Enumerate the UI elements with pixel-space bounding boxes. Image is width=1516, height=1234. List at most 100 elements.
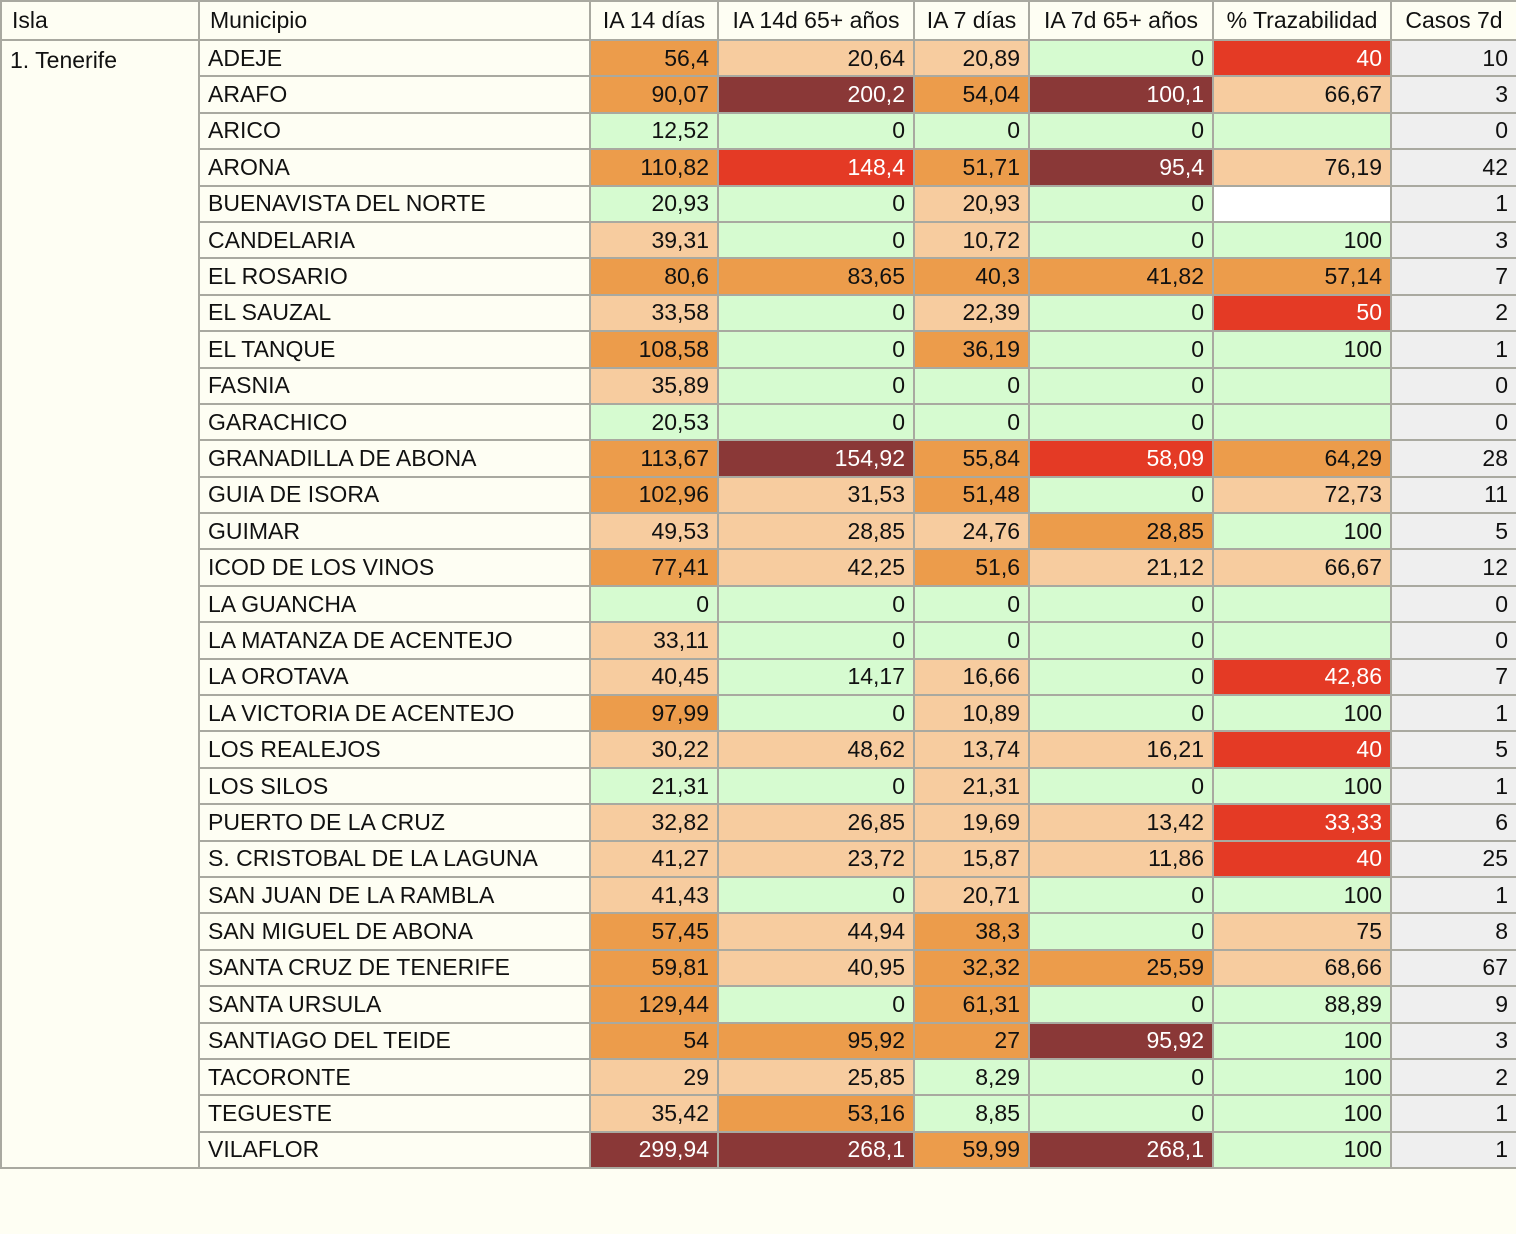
cell-ia-7-dias[interactable]: 22,39 (913, 293, 1030, 333)
cell-municipio[interactable]: EL TANQUE (198, 330, 591, 369)
cell-trazabilidad[interactable] (1212, 621, 1392, 660)
cell-ia-14-dias[interactable]: 90,07 (589, 75, 719, 114)
cell-trazabilidad[interactable] (1212, 111, 1392, 151)
header-ia-7d-65[interactable]: IA 7d 65+ años (1028, 0, 1214, 41)
cell-casos-7d[interactable]: 0 (1390, 621, 1516, 660)
cell-ia-7d-65[interactable]: 58,09 (1028, 439, 1214, 478)
cell-ia-7d-65[interactable]: 0 (1028, 184, 1214, 223)
cell-municipio[interactable]: LA GUANCHA (198, 584, 591, 624)
cell-casos-7d[interactable]: 42 (1390, 148, 1516, 187)
cell-ia-14-dias[interactable]: 33,11 (589, 621, 719, 660)
cell-ia-7-dias[interactable]: 59,99 (913, 1130, 1030, 1170)
cell-ia-7-dias[interactable]: 20,71 (913, 875, 1030, 915)
header-ia-14-dias[interactable]: IA 14 días (589, 0, 719, 41)
cell-ia-7-dias[interactable]: 0 (913, 111, 1030, 151)
cell-ia-14-dias[interactable]: 77,41 (589, 548, 719, 587)
cell-ia-14d-65[interactable]: 48,62 (717, 730, 915, 769)
cell-ia-14-dias[interactable]: 113,67 (589, 439, 719, 478)
cell-casos-7d[interactable]: 28 (1390, 439, 1516, 478)
cell-municipio[interactable]: TACORONTE (198, 1057, 591, 1097)
cell-ia-7d-65[interactable]: 0 (1028, 912, 1214, 951)
cell-ia-14-dias[interactable]: 29 (589, 1057, 719, 1097)
cell-casos-7d[interactable]: 1 (1390, 766, 1516, 806)
cell-municipio[interactable]: SAN MIGUEL DE ABONA (198, 912, 591, 951)
cell-trazabilidad[interactable]: 64,29 (1212, 439, 1392, 478)
cell-ia-14d-65[interactable]: 23,72 (717, 839, 915, 878)
cell-ia-7-dias[interactable]: 16,66 (913, 657, 1030, 697)
cell-ia-14d-65[interactable]: 0 (717, 220, 915, 260)
cell-casos-7d[interactable]: 0 (1390, 111, 1516, 151)
cell-casos-7d[interactable]: 1 (1390, 694, 1516, 733)
cell-ia-7-dias[interactable]: 21,31 (913, 766, 1030, 806)
cell-ia-7d-65[interactable]: 13,42 (1028, 803, 1214, 842)
cell-ia-14d-65[interactable]: 31,53 (717, 475, 915, 515)
cell-municipio[interactable]: ADEJE (198, 38, 591, 78)
cell-casos-7d[interactable]: 67 (1390, 948, 1516, 988)
cell-ia-14-dias[interactable]: 20,53 (589, 402, 719, 442)
cell-trazabilidad[interactable]: 76,19 (1212, 148, 1392, 187)
cell-ia-14-dias[interactable]: 102,96 (589, 475, 719, 515)
cell-municipio[interactable]: LOS REALEJOS (198, 730, 591, 769)
cell-trazabilidad[interactable] (1212, 402, 1392, 442)
cell-ia-14-dias[interactable]: 35,42 (589, 1094, 719, 1133)
cell-casos-7d[interactable]: 9 (1390, 985, 1516, 1024)
cell-casos-7d[interactable]: 1 (1390, 1130, 1516, 1170)
cell-ia-7d-65[interactable]: 95,4 (1028, 148, 1214, 187)
cell-casos-7d[interactable]: 0 (1390, 366, 1516, 405)
cell-trazabilidad[interactable]: 100 (1212, 1130, 1392, 1170)
cell-ia-14-dias[interactable]: 54 (589, 1021, 719, 1060)
cell-ia-7-dias[interactable]: 54,04 (913, 75, 1030, 114)
cell-ia-14-dias[interactable]: 59,81 (589, 948, 719, 988)
cell-trazabilidad[interactable]: 57,14 (1212, 257, 1392, 296)
header-isla[interactable]: Isla (0, 0, 200, 41)
cell-trazabilidad[interactable]: 75 (1212, 912, 1392, 951)
cell-ia-7-dias[interactable]: 24,76 (913, 512, 1030, 551)
cell-trazabilidad[interactable]: 100 (1212, 1057, 1392, 1097)
cell-ia-14-dias[interactable]: 49,53 (589, 512, 719, 551)
cell-municipio[interactable]: GRANADILLA DE ABONA (198, 439, 591, 478)
cell-trazabilidad[interactable]: 33,33 (1212, 803, 1392, 842)
cell-ia-14-dias[interactable]: 12,52 (589, 111, 719, 151)
cell-ia-7-dias[interactable]: 51,71 (913, 148, 1030, 187)
cell-casos-7d[interactable]: 5 (1390, 730, 1516, 769)
cell-ia-7d-65[interactable]: 28,85 (1028, 512, 1214, 551)
cell-casos-7d[interactable]: 1 (1390, 875, 1516, 915)
cell-ia-7d-65[interactable]: 0 (1028, 766, 1214, 806)
cell-municipio[interactable]: S. CRISTOBAL DE LA LAGUNA (198, 839, 591, 878)
cell-ia-7d-65[interactable]: 0 (1028, 293, 1214, 333)
cell-ia-7-dias[interactable]: 32,32 (913, 948, 1030, 988)
cell-ia-14d-65[interactable]: 0 (717, 366, 915, 405)
cell-casos-7d[interactable]: 2 (1390, 293, 1516, 333)
cell-ia-7-dias[interactable]: 19,69 (913, 803, 1030, 842)
header-trazabilidad[interactable]: % Trazabilidad (1212, 0, 1392, 41)
cell-ia-14d-65[interactable]: 0 (717, 293, 915, 333)
cell-casos-7d[interactable]: 2 (1390, 1057, 1516, 1097)
header-municipio[interactable]: Municipio (198, 0, 591, 41)
cell-ia-7-dias[interactable]: 0 (913, 621, 1030, 660)
cell-ia-14d-65[interactable]: 26,85 (717, 803, 915, 842)
cell-casos-7d[interactable]: 6 (1390, 803, 1516, 842)
cell-ia-14-dias[interactable]: 0 (589, 584, 719, 624)
cell-municipio[interactable]: GARACHICO (198, 402, 591, 442)
cell-municipio[interactable]: ARONA (198, 148, 591, 187)
cell-ia-14d-65[interactable]: 0 (717, 875, 915, 915)
cell-ia-14-dias[interactable]: 39,31 (589, 220, 719, 260)
cell-trazabilidad[interactable]: 40 (1212, 839, 1392, 878)
cell-ia-14-dias[interactable]: 30,22 (589, 730, 719, 769)
cell-casos-7d[interactable]: 3 (1390, 220, 1516, 260)
cell-municipio[interactable]: SANTA CRUZ DE TENERIFE (198, 948, 591, 988)
cell-ia-7-dias[interactable]: 27 (913, 1021, 1030, 1060)
cell-trazabilidad[interactable]: 42,86 (1212, 657, 1392, 697)
cell-ia-14d-65[interactable]: 28,85 (717, 512, 915, 551)
cell-municipio[interactable]: SANTA URSULA (198, 985, 591, 1024)
cell-ia-7-dias[interactable]: 10,72 (913, 220, 1030, 260)
cell-ia-14d-65[interactable]: 0 (717, 111, 915, 151)
cell-ia-7d-65[interactable]: 11,86 (1028, 839, 1214, 878)
cell-municipio[interactable]: TEGUESTE (198, 1094, 591, 1133)
cell-ia-7d-65[interactable]: 0 (1028, 1094, 1214, 1133)
cell-ia-14d-65[interactable]: 20,64 (717, 38, 915, 78)
cell-ia-7d-65[interactable]: 16,21 (1028, 730, 1214, 769)
cell-isla[interactable]: 1. Tenerife (0, 38, 200, 1170)
cell-ia-14d-65[interactable]: 0 (717, 621, 915, 660)
header-ia-7-dias[interactable]: IA 7 días (913, 0, 1030, 41)
